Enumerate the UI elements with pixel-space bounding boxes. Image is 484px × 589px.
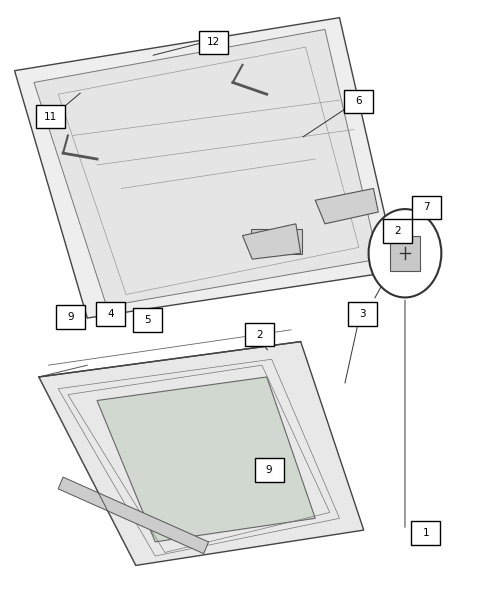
Text: 6: 6 <box>355 97 362 106</box>
FancyBboxPatch shape <box>348 302 377 326</box>
Polygon shape <box>315 188 378 224</box>
Polygon shape <box>242 224 300 259</box>
FancyBboxPatch shape <box>244 323 273 346</box>
Polygon shape <box>34 29 378 306</box>
FancyBboxPatch shape <box>36 105 65 128</box>
FancyBboxPatch shape <box>254 458 283 482</box>
FancyBboxPatch shape <box>390 236 419 271</box>
FancyBboxPatch shape <box>410 521 439 545</box>
Text: 2: 2 <box>256 330 262 339</box>
Text: 11: 11 <box>44 112 58 121</box>
Polygon shape <box>97 377 315 542</box>
FancyBboxPatch shape <box>411 196 440 219</box>
Circle shape <box>368 209 440 297</box>
Polygon shape <box>58 477 208 554</box>
Text: 3: 3 <box>359 309 365 319</box>
FancyBboxPatch shape <box>56 305 85 329</box>
FancyBboxPatch shape <box>96 302 125 326</box>
Text: 1: 1 <box>422 528 428 538</box>
Text: 2: 2 <box>393 226 400 236</box>
FancyBboxPatch shape <box>198 31 227 54</box>
Polygon shape <box>15 18 397 318</box>
Text: 4: 4 <box>107 309 114 319</box>
FancyBboxPatch shape <box>344 90 373 113</box>
FancyBboxPatch shape <box>133 308 162 332</box>
Polygon shape <box>39 342 363 565</box>
Text: 12: 12 <box>206 38 220 47</box>
Text: 7: 7 <box>423 203 429 212</box>
FancyBboxPatch shape <box>382 219 411 243</box>
Text: 9: 9 <box>67 312 74 322</box>
FancyBboxPatch shape <box>251 229 301 254</box>
Text: 5: 5 <box>144 315 151 325</box>
Text: 9: 9 <box>265 465 272 475</box>
